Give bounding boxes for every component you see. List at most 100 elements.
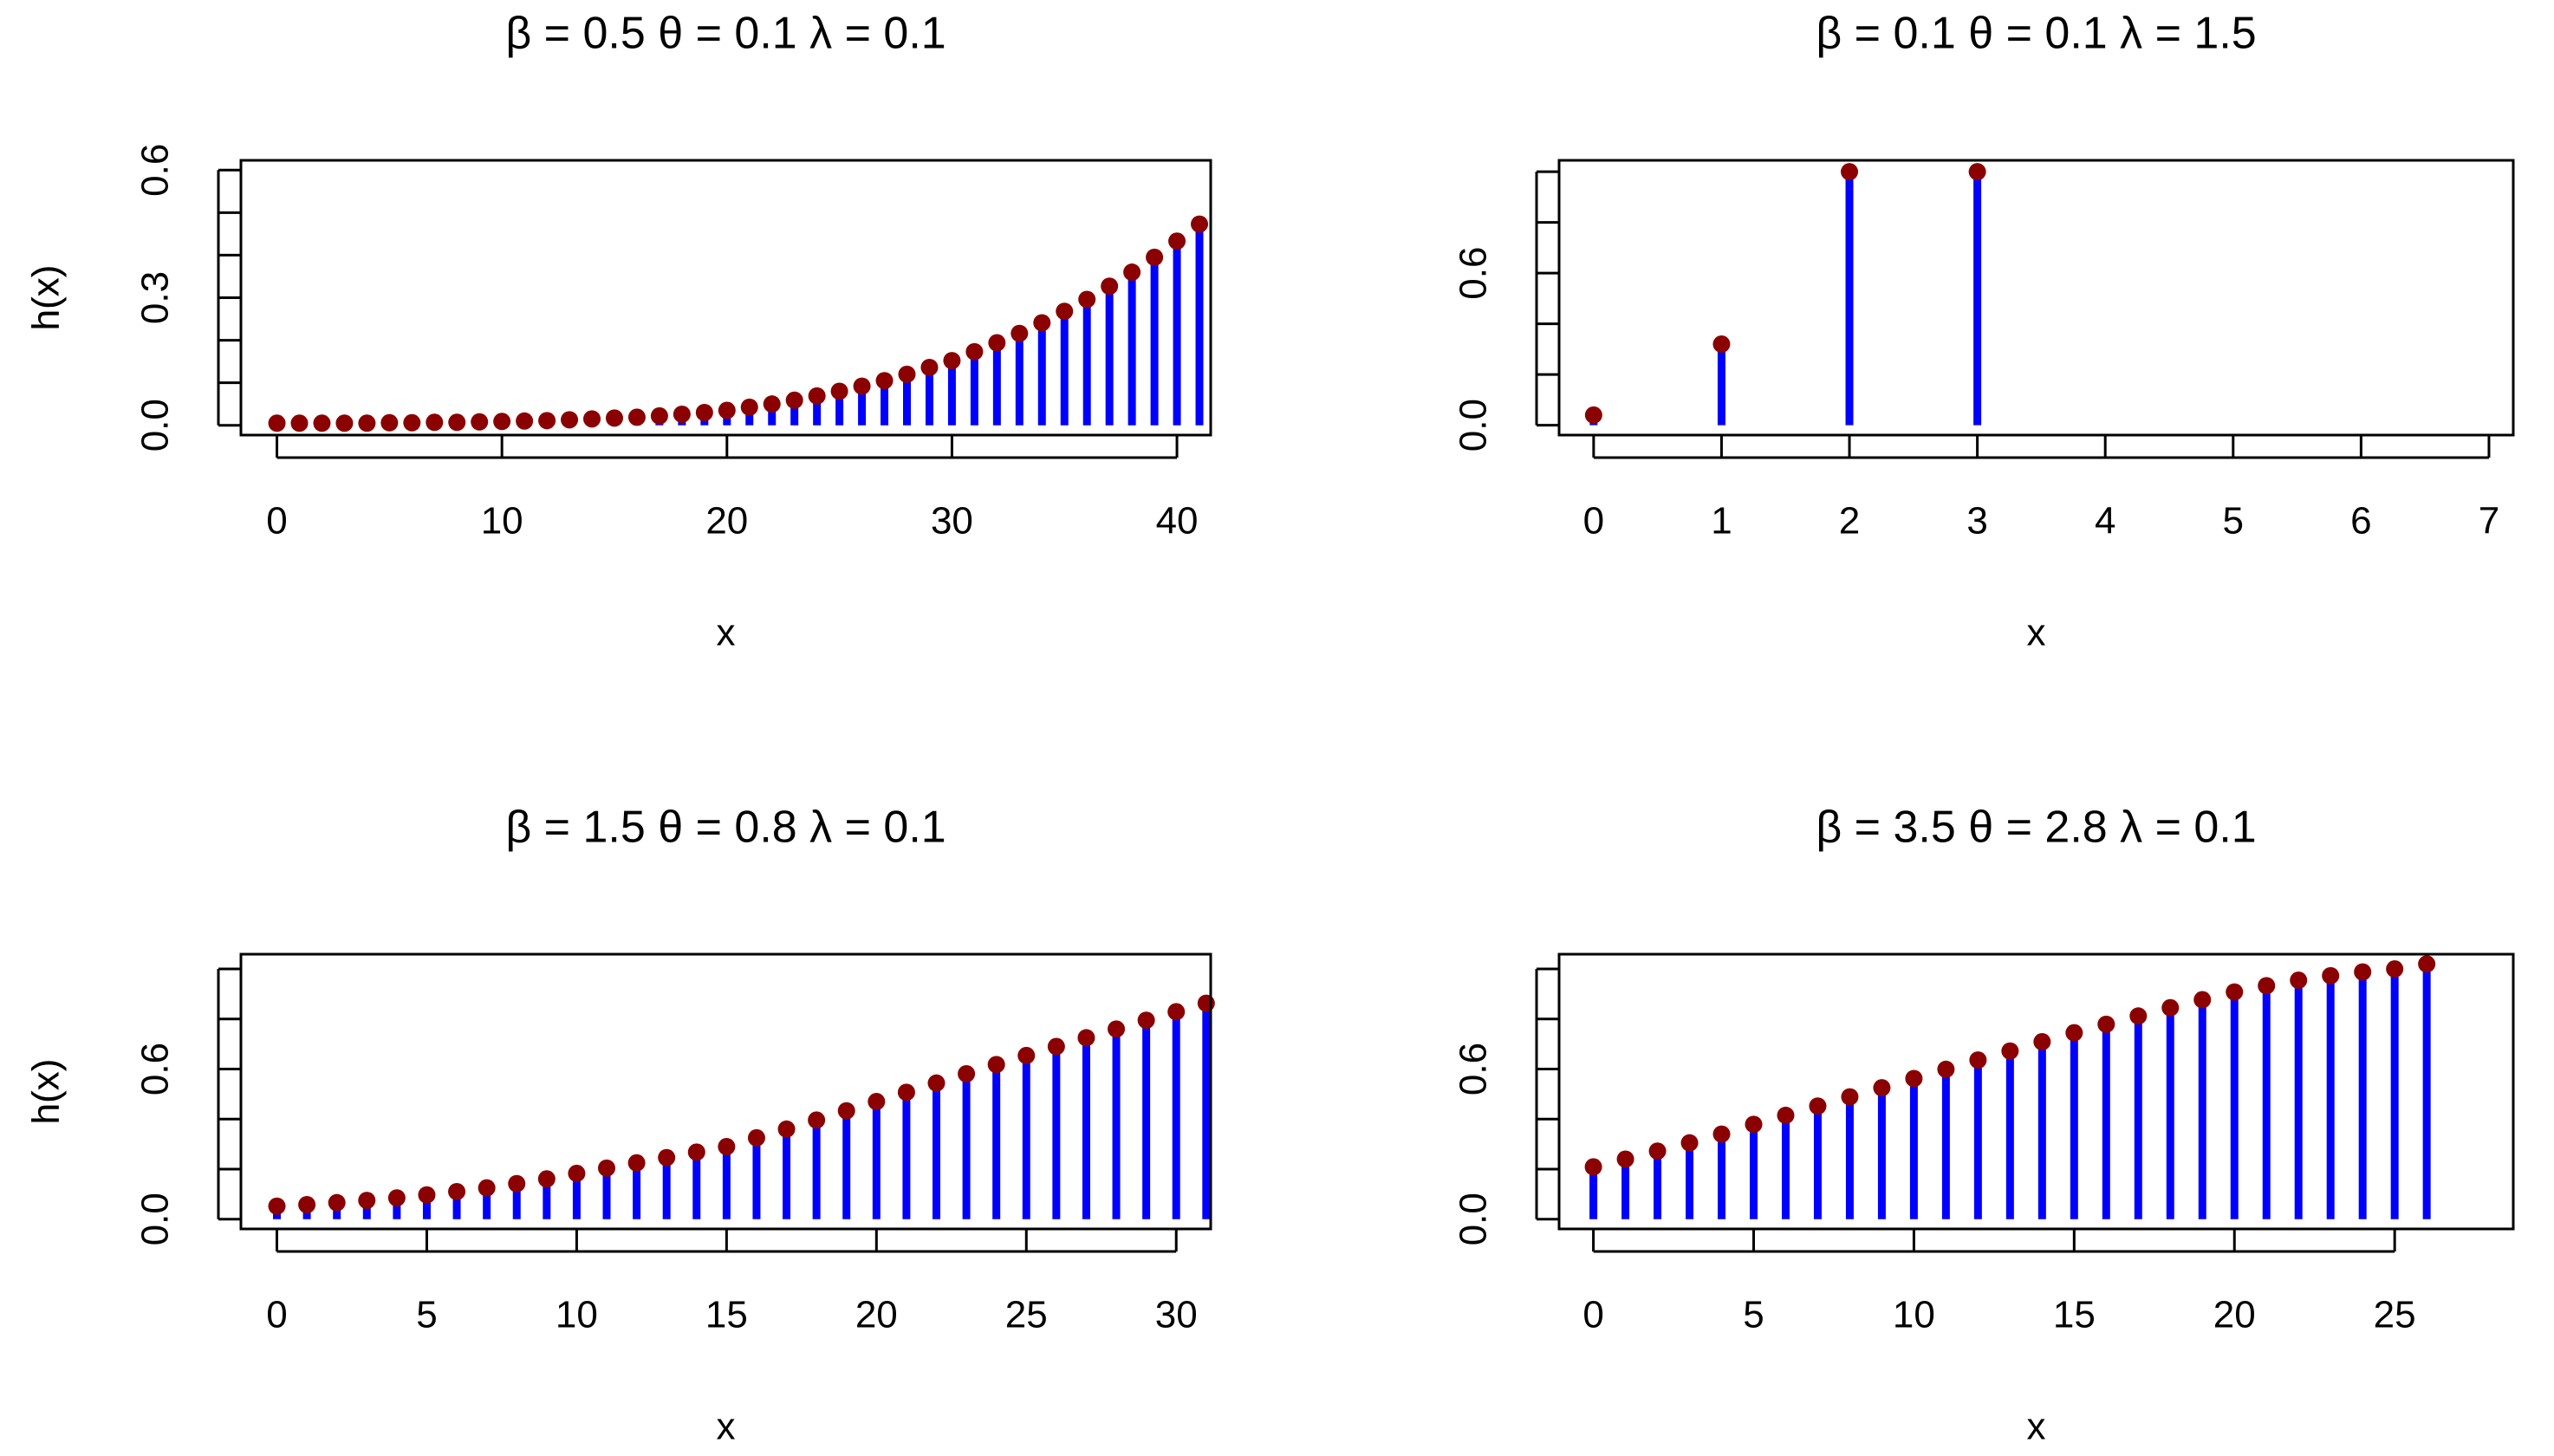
x-tick-label: 5	[416, 1294, 437, 1336]
point	[1616, 1150, 1634, 1168]
point	[2290, 972, 2308, 990]
point	[358, 1192, 376, 1210]
plot-frame	[1557, 952, 2515, 1231]
y-axis-label: h(x)	[25, 265, 68, 331]
point	[1077, 1029, 1095, 1047]
point	[830, 382, 848, 400]
point	[2386, 960, 2404, 978]
point	[658, 1148, 676, 1167]
point	[1712, 1125, 1731, 1143]
point	[2033, 1033, 2051, 1051]
point	[1078, 290, 1096, 309]
x-tick-label: 7	[2479, 500, 2499, 543]
point	[1137, 1011, 1155, 1030]
point	[1146, 248, 1164, 266]
point	[808, 387, 826, 405]
point	[718, 1138, 736, 1156]
point	[2129, 1007, 2148, 1025]
point	[268, 414, 286, 432]
point	[478, 1179, 496, 1197]
point	[853, 377, 871, 395]
x-tick-label: 5	[2223, 500, 2244, 543]
point	[897, 1083, 915, 1102]
point	[290, 414, 309, 432]
x-axis-label: x	[717, 1406, 736, 1448]
y-tick-label: 0.0	[1452, 1193, 1495, 1245]
y-axis-label: h(x)	[25, 1059, 68, 1125]
point	[448, 1182, 466, 1200]
point	[1873, 1079, 1891, 1097]
point	[508, 1174, 526, 1193]
point	[1584, 1158, 1602, 1176]
point	[1777, 1106, 1795, 1124]
x-tick-label: 4	[2095, 500, 2115, 543]
x-tick-label: 10	[481, 500, 523, 543]
x-tick-label: 0	[1582, 1294, 1603, 1336]
point	[328, 1193, 346, 1212]
point	[1101, 277, 1119, 296]
x-tick-label: 40	[1156, 500, 1199, 543]
point	[2258, 977, 2276, 995]
point	[1017, 1046, 1036, 1064]
point	[358, 414, 376, 432]
point	[1033, 314, 1051, 332]
point	[1680, 1134, 1699, 1152]
point	[1745, 1115, 1763, 1134]
point	[561, 411, 579, 429]
point	[537, 1170, 556, 1188]
point	[808, 1111, 826, 1129]
point	[627, 1154, 646, 1172]
x-tick-label: 15	[705, 1294, 748, 1336]
point	[650, 406, 668, 425]
point	[1167, 1003, 1186, 1021]
point	[2001, 1042, 2019, 1060]
x-tick-label: 25	[2374, 1294, 2416, 1336]
y-tick-label: 0.0	[134, 399, 177, 452]
point	[2065, 1024, 2083, 1042]
point	[2418, 955, 2436, 973]
x-tick-label: 10	[1893, 1294, 1935, 1336]
point	[1011, 324, 1029, 342]
point	[695, 403, 713, 421]
x-tick-label: 10	[556, 1294, 598, 1336]
point	[298, 1195, 316, 1213]
point	[1123, 263, 1141, 282]
point	[777, 1120, 796, 1138]
y-axis-label: h(x)	[25, 1059, 68, 1125]
point	[2322, 966, 2340, 985]
point	[1905, 1069, 1923, 1088]
point	[920, 358, 939, 376]
chart-title: β = 0.1 θ = 0.1 λ = 1.5	[1816, 9, 2256, 59]
point	[583, 410, 601, 428]
point	[763, 395, 781, 413]
point	[987, 1056, 1005, 1074]
point	[2097, 1015, 2115, 1033]
y-tick-label: 0.6	[134, 144, 177, 197]
x-tick-label: 5	[1743, 1294, 1764, 1336]
point	[1197, 994, 1215, 1012]
point	[1937, 1060, 1955, 1078]
point	[448, 413, 466, 432]
point	[268, 1197, 286, 1215]
point	[673, 405, 691, 423]
point	[2161, 998, 2180, 1017]
x-tick-label: 0	[266, 500, 287, 543]
y-tick-label: 0.6	[134, 1043, 177, 1095]
point	[1969, 1051, 1987, 1069]
point	[965, 342, 984, 361]
point	[1712, 335, 1731, 354]
point	[493, 413, 511, 431]
point	[868, 1093, 886, 1111]
chart-title: β = 0.5 θ = 0.1 λ = 0.1	[505, 9, 946, 59]
point	[1968, 163, 1986, 181]
point	[898, 365, 916, 383]
point	[605, 409, 623, 427]
x-axis-label: x	[717, 612, 736, 654]
point	[1809, 1097, 1827, 1115]
point	[426, 413, 444, 432]
point	[1648, 1142, 1667, 1160]
point	[568, 1164, 586, 1182]
point	[687, 1143, 705, 1161]
point	[988, 334, 1006, 352]
